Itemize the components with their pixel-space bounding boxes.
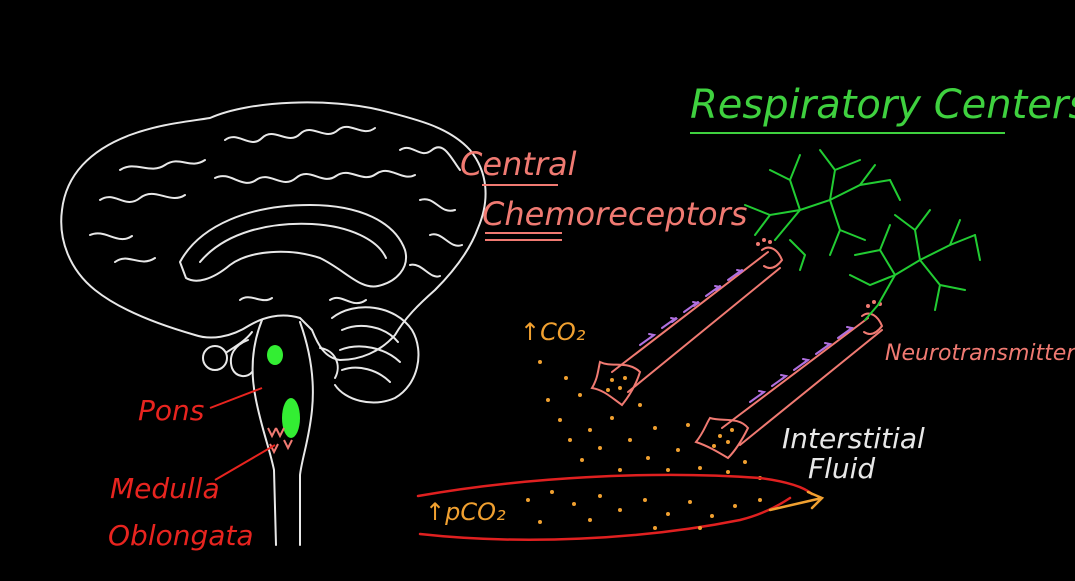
co2-particles <box>538 360 762 480</box>
neuron-upper <box>590 238 784 407</box>
oblongata-label: Oblongata <box>108 519 254 552</box>
respiratory-neuron-lower <box>849 209 981 321</box>
medulla-chemoreceptor-marks <box>267 427 293 455</box>
interstitial-label: Interstitial <box>782 422 925 455</box>
corpus-callosum <box>179 204 408 288</box>
chemoreceptors-label: Chemoreceptors <box>482 195 747 233</box>
title: Respiratory Centers <box>690 82 1075 128</box>
medulla-label: Medulla <box>110 472 220 505</box>
neurotransmitters-label: Neurotransmitters <box>885 341 1075 366</box>
fluid-label: Fluid <box>808 452 875 485</box>
respiratory-neuron-upper <box>744 149 901 271</box>
blood-vessel <box>416 473 814 541</box>
brain-drawing <box>60 101 487 546</box>
pons-pointer <box>209 387 263 409</box>
brainstem <box>251 319 314 546</box>
brain-outline <box>60 101 487 361</box>
central-label: Central <box>460 145 577 183</box>
pons-label: Pons <box>138 394 204 427</box>
flow-arrow <box>768 490 825 512</box>
medulla-respiratory-center <box>282 398 300 438</box>
co2-label: ↑CO₂ <box>520 318 586 346</box>
pco2-label: ↑pCO₂ <box>425 498 506 526</box>
pons-respiratory-center <box>267 345 283 365</box>
cerebellum <box>331 306 420 404</box>
corpus-callosum-inner <box>199 222 387 263</box>
neuron-lower <box>694 300 884 460</box>
blood-co2-particles <box>526 490 762 530</box>
medulla-pointer <box>214 444 276 481</box>
